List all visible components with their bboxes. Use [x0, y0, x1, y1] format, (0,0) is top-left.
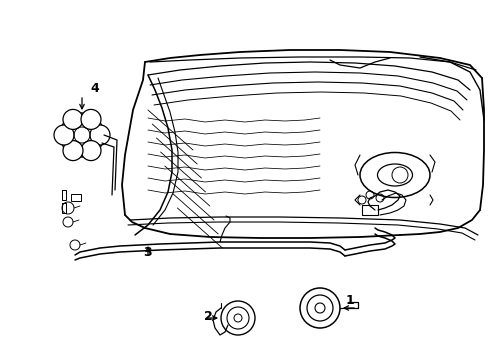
Circle shape: [90, 125, 110, 145]
Circle shape: [54, 125, 74, 145]
Text: 3: 3: [143, 247, 152, 260]
Circle shape: [63, 109, 83, 129]
Text: 2: 2: [203, 310, 212, 324]
Circle shape: [81, 109, 101, 129]
Bar: [361, 205, 377, 215]
Circle shape: [60, 113, 104, 157]
Text: 1: 1: [345, 293, 354, 306]
Text: 4: 4: [90, 81, 99, 94]
Circle shape: [63, 141, 83, 161]
Circle shape: [299, 288, 339, 328]
Bar: [71, 194, 81, 201]
Ellipse shape: [359, 153, 429, 198]
Circle shape: [81, 141, 101, 161]
Circle shape: [221, 301, 254, 335]
